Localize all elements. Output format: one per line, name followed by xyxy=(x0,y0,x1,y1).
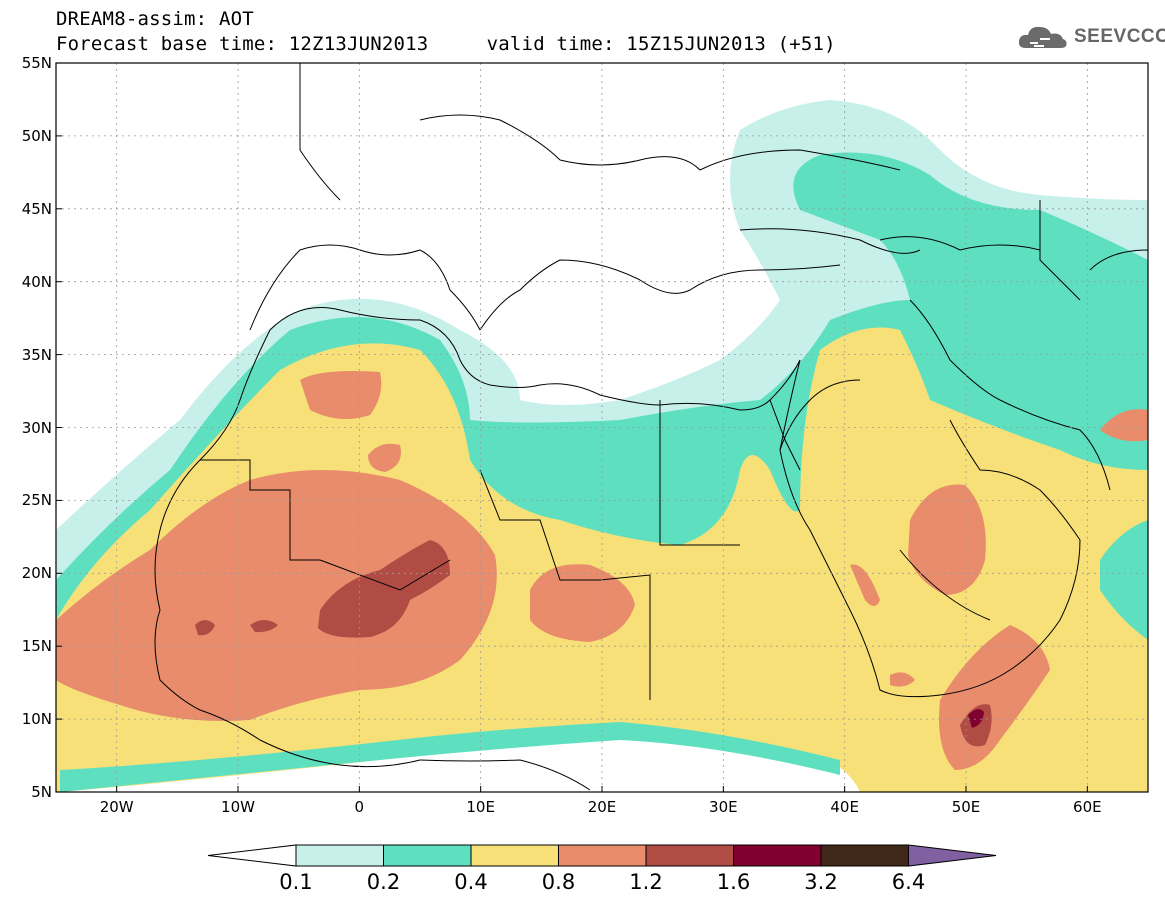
colorbar-upper-extend xyxy=(908,844,997,867)
colorbar-level-label: 0.1 xyxy=(279,870,313,894)
colorbar-level-label: 1.6 xyxy=(716,870,751,894)
lon-label: 50E xyxy=(951,798,981,816)
lat-label: 30N xyxy=(21,418,52,437)
colorbar-level-label: 1.2 xyxy=(629,870,663,894)
lon-label: 20W xyxy=(99,798,134,816)
lon-label: 10E xyxy=(466,798,495,816)
colorbar-lower-extend xyxy=(207,844,297,867)
lat-label: 20N xyxy=(21,564,52,583)
map-title: DREAM8-assim: AOT xyxy=(56,8,254,30)
lat-label: 55N xyxy=(21,54,52,72)
lon-label: 30E xyxy=(709,798,738,816)
colorbar-swatch xyxy=(470,844,559,867)
graticule xyxy=(56,63,1148,792)
lat-label: 45N xyxy=(21,199,52,218)
seevccc-logo: SEEVCCC xyxy=(1016,22,1165,52)
colorbar-level-label: 0.4 xyxy=(454,870,488,894)
lon-label: 10W xyxy=(221,798,255,816)
colorbar-swatch xyxy=(295,844,384,867)
coastlines xyxy=(154,63,1148,791)
lat-label: 15N xyxy=(21,637,52,656)
lat-label: 10N xyxy=(21,710,52,729)
lon-label: 40E xyxy=(830,798,859,816)
colorbar-level-label: 3.2 xyxy=(804,870,838,894)
colorbar-swatch xyxy=(383,844,472,867)
lat-label: 50N xyxy=(21,126,52,145)
lon-label: 20E xyxy=(587,798,617,816)
aot-field-1.2 xyxy=(318,540,450,638)
forecast-time-subtitle: Forecast base time: 12Z13JUN2013 valid t… xyxy=(56,33,836,55)
colorbar-level-label: 0.2 xyxy=(366,870,401,894)
lon-label: 60E xyxy=(1073,798,1102,816)
cloud-icon xyxy=(1018,26,1067,48)
colorbar-swatch xyxy=(820,844,909,867)
colorbar-swatch xyxy=(558,844,647,867)
lat-label: 35N xyxy=(21,345,52,364)
colorbar-swatch xyxy=(645,844,734,867)
lat-label: 40N xyxy=(21,272,52,291)
axis-ticks xyxy=(56,62,1088,793)
aot-colorbar xyxy=(207,844,997,867)
aot-field-0.8 xyxy=(56,470,497,721)
logo-text: SEEVCCC xyxy=(1074,26,1165,47)
lat-label: 25N xyxy=(21,491,52,510)
lon-label: 0 xyxy=(354,798,365,816)
colorbar-level-label: 0.8 xyxy=(541,870,576,894)
colorbar-level-label: 6.4 xyxy=(891,870,926,894)
lat-label: 5N xyxy=(31,783,52,801)
colorbar-swatch xyxy=(733,844,822,867)
